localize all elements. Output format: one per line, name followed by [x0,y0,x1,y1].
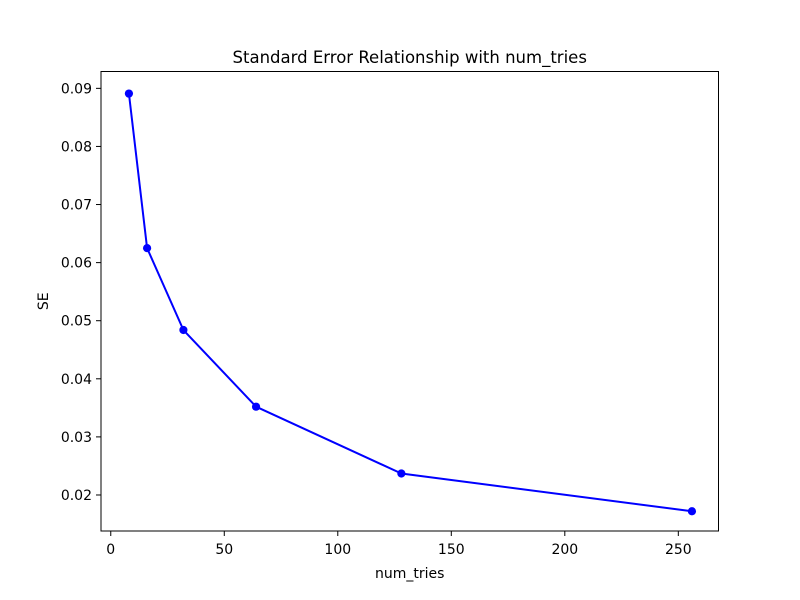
y-tick-label: 0.09 [61,81,92,97]
data-point [179,325,188,335]
data-point [251,402,261,411]
y-tick-label: 0.08 [61,139,92,155]
data-point [687,507,697,516]
x-tick-label: 150 [438,542,465,558]
y-axis-label: SE [36,292,52,310]
y-tick-label: 0.04 [61,372,92,388]
data-point [124,89,134,98]
x-tick-label: 100 [324,542,351,558]
y-axis-ticks: 0.02 0.03 0.04 0.05 0.06 0.07 0.08 0.09 [61,81,101,504]
chart-title: Standard Error Relationship with num_tri… [233,48,587,68]
plot-area [100,71,719,532]
data-point [397,469,406,478]
x-axis-label: num_tries [375,566,444,582]
y-tick-label: 0.02 [61,488,92,504]
x-tick-label: 200 [551,542,578,558]
y-tick-label: 0.03 [61,430,92,446]
y-tick-label: 0.06 [61,256,92,272]
data-series [124,89,697,516]
x-tick-label: 0 [106,542,115,558]
y-tick-label: 0.05 [61,314,92,330]
x-tick-label: 50 [215,542,233,558]
data-point [142,244,152,253]
x-tick-label: 250 [665,542,692,558]
data-line [127,92,693,513]
y-tick-label: 0.07 [61,198,92,214]
x-axis-ticks: 0 50 100 150 200 250 [106,531,692,558]
